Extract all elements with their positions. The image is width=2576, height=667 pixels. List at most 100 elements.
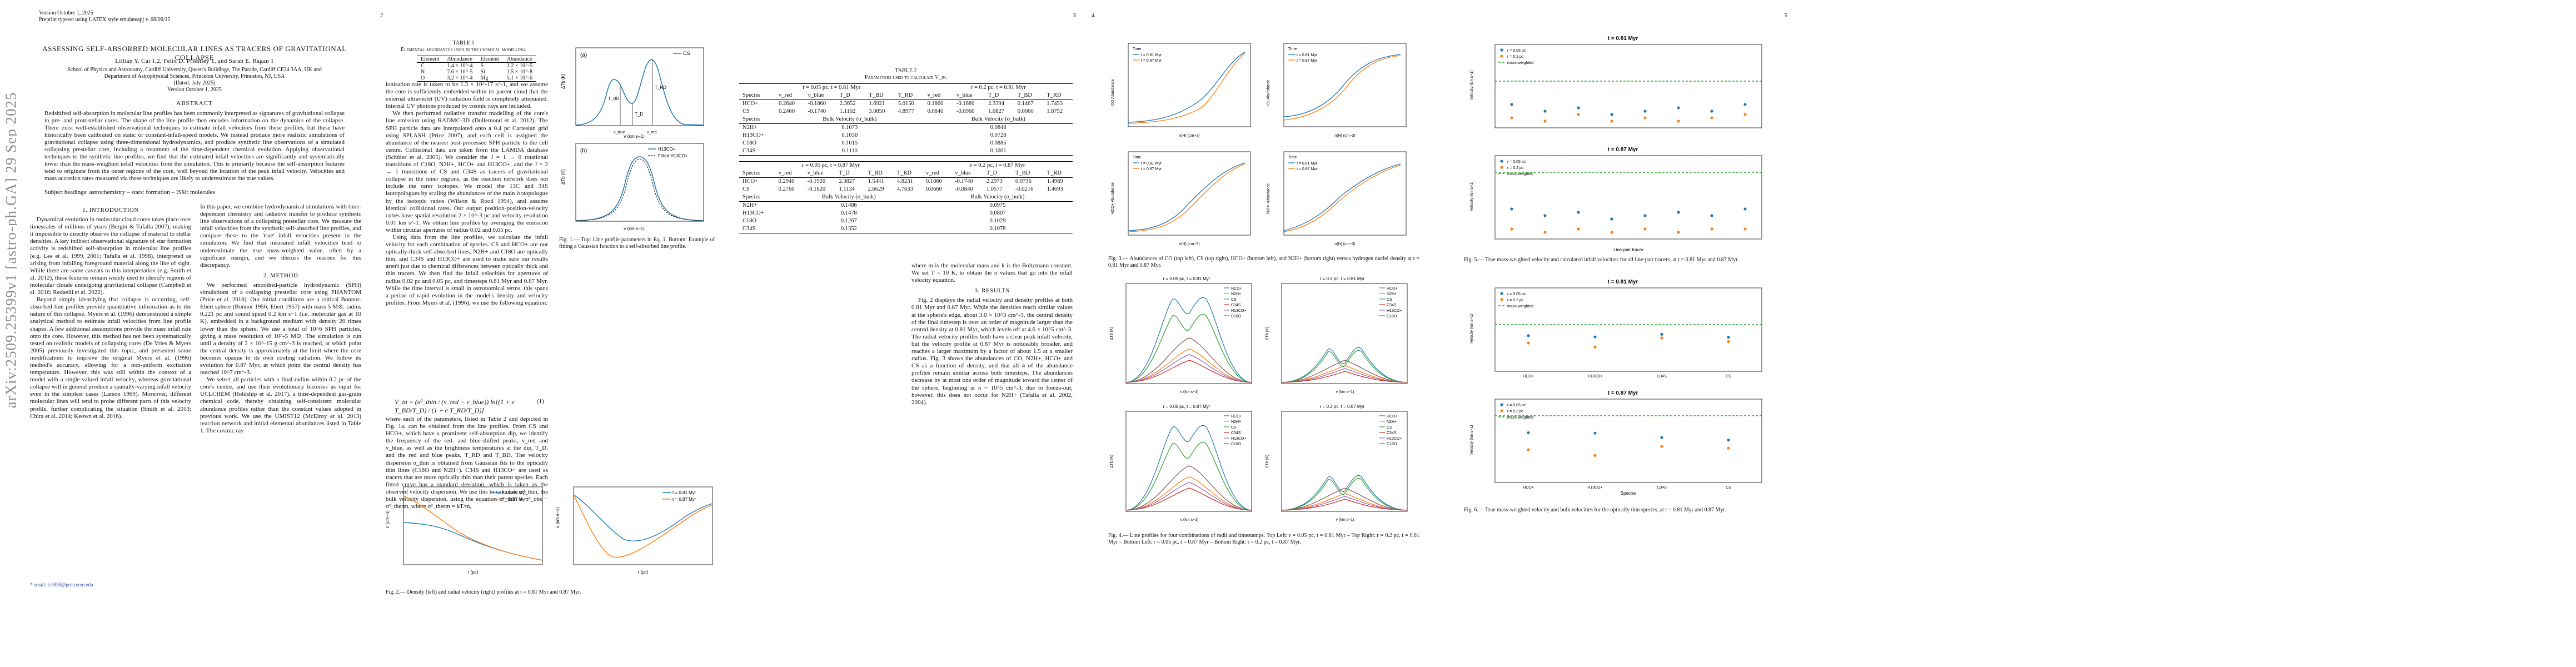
table2-subheading: r = 0.2 pc, t = 0.81 Myr bbox=[970, 84, 1026, 91]
page2-left-column: ionisation rate is taken to be 1.3 × 10^… bbox=[386, 81, 548, 307]
line-profile-curve bbox=[1281, 496, 1408, 511]
header-version: Version October 1, 2025 bbox=[39, 10, 93, 16]
table-cell: 0.2640 bbox=[779, 101, 795, 107]
legend-label: C18O bbox=[1231, 442, 1242, 446]
data-point bbox=[1577, 106, 1580, 109]
data-point bbox=[1510, 227, 1513, 231]
table-cell: 0.0885 bbox=[990, 140, 1007, 146]
equation-1: V_in = (σ²_thin / (v_red − v_blue)) ln[(… bbox=[395, 398, 515, 414]
panel-label: (a) bbox=[580, 52, 587, 58]
column-header: Species bbox=[739, 170, 775, 178]
plot-frame bbox=[573, 486, 713, 565]
data-point bbox=[1743, 113, 1747, 116]
table-cell: 0.0975 bbox=[989, 202, 1006, 208]
data-point bbox=[1660, 445, 1663, 448]
panel-title: r = 0.2 pc, t = 0.81 Myr bbox=[1320, 276, 1365, 281]
body-paragraph: We then performed radiative transfer mod… bbox=[386, 110, 548, 233]
legend-label: t = 0.81 Myr bbox=[1297, 53, 1318, 57]
table-row: H13CO+ 0.1030 0.0728 bbox=[739, 132, 1073, 140]
data-point bbox=[1727, 439, 1730, 442]
table-header: Abundance bbox=[506, 56, 532, 62]
table-row: N 7.6 × 10^-5 Si 1.5 × 10^-8 bbox=[421, 69, 532, 75]
page1-left-column: 1. INTRODUCTION Dynamical evolution in m… bbox=[30, 203, 191, 420]
legend-label: r = 0.2 pc bbox=[1507, 166, 1524, 170]
table-header: Element bbox=[421, 56, 440, 62]
annotation-vred: v_red bbox=[647, 131, 657, 135]
data-point bbox=[1610, 120, 1613, 123]
table-cell: 1.0577 bbox=[986, 186, 1003, 192]
line-profile-curve bbox=[1125, 349, 1252, 383]
legend-swatch bbox=[1500, 298, 1503, 301]
footnote-email[interactable]: * email: lc3838@princeton.edu bbox=[30, 582, 93, 588]
figure-3: Time t = 0.81 Myr t = 0.87 Myr CO Abundance… bbox=[1106, 39, 1417, 256]
legend-label: N2H+ bbox=[1387, 292, 1397, 296]
density-081 bbox=[403, 522, 543, 561]
legend-title: Time bbox=[1133, 156, 1141, 160]
table-cell: 0.1110 bbox=[841, 148, 858, 154]
x-axis-label: r (pc) bbox=[468, 570, 479, 575]
page-number: 4 bbox=[1092, 12, 1095, 19]
legend-label: CS bbox=[1231, 426, 1237, 430]
version-line: Version October 1, 2025 bbox=[167, 87, 222, 93]
legend-swatch bbox=[1500, 409, 1503, 412]
header-typeset: Preprint typeset using LATEX style emula… bbox=[39, 17, 171, 23]
column-header: v_red bbox=[924, 92, 954, 100]
table-cell: 0.2760 bbox=[778, 186, 795, 192]
table-cell: CS bbox=[743, 186, 750, 192]
legend-label: mass-weighted bbox=[1507, 61, 1533, 65]
data-point bbox=[1677, 106, 1680, 109]
data-point bbox=[1610, 231, 1613, 234]
data-point bbox=[1510, 116, 1513, 120]
x-axis-label: v (km s−1) bbox=[1336, 518, 1354, 522]
intro-paragraph: Beyond simply identifying that collapse … bbox=[30, 296, 191, 420]
table-cell: 0.0848 bbox=[990, 125, 1007, 131]
subject-headings: Subject headings: astrochemistry – stars… bbox=[44, 189, 215, 196]
line-profile-curve bbox=[1125, 482, 1252, 511]
table-cell: 0.1030 bbox=[841, 132, 858, 138]
legend-label: H13CO+ bbox=[1231, 309, 1246, 313]
y-axis-label: ΔTb (K) bbox=[1110, 455, 1114, 468]
table-row: H13CO+ 0.1478 0.0807 bbox=[739, 210, 1073, 217]
column-header: T_D bbox=[835, 170, 865, 178]
cs-line-profile bbox=[575, 59, 704, 126]
y-axis-label: N2H+ Abundance bbox=[1267, 183, 1270, 214]
y-axis-label: ΔTb (K) bbox=[561, 169, 566, 185]
plot-frame bbox=[1283, 151, 1407, 236]
legend-label: H13CO+ bbox=[1387, 437, 1402, 441]
table-row: O 3.2 × 10^-4 Mg 5.1 × 10^-6 bbox=[421, 75, 532, 81]
body-paragraph: Using data from the line profiles, we ca… bbox=[386, 233, 548, 306]
table-header: Element bbox=[480, 56, 499, 62]
data-point bbox=[1743, 207, 1747, 211]
table-cell: 0.2940 bbox=[778, 178, 795, 185]
table2: r = 0.05 pc, t = 0.81 Myr r = 0.2 pc, t =… bbox=[739, 83, 1073, 239]
table-cell: 0.0840 bbox=[927, 108, 944, 115]
y-axis-label: Velocity (km s−1) bbox=[1470, 425, 1474, 455]
table-cell: 0.1267 bbox=[840, 218, 857, 224]
line-profile-curve bbox=[1281, 475, 1408, 511]
legend-label: t = 0.81 Myr bbox=[502, 490, 526, 495]
figure-6-caption: Fig. 6.— True mass-weighted velocity and… bbox=[1464, 507, 1726, 513]
page-3: 3 TABLE 2 Parameters used to calculate V… bbox=[728, 0, 1084, 667]
x-axis-label: v (km s−1) bbox=[1180, 518, 1199, 522]
legend-label: mass-weighted bbox=[1507, 172, 1533, 176]
panel-title: t = 0.81 Myr bbox=[1608, 36, 1638, 42]
data-point bbox=[1543, 231, 1547, 234]
legend-label: C18O bbox=[1387, 315, 1397, 318]
method-heading: 2. METHOD bbox=[263, 272, 298, 279]
table-cell: 4.7633 bbox=[896, 186, 913, 192]
table-cell: C18O bbox=[743, 218, 757, 224]
intro-paragraph: Dynamical evolution in molecular cloud c… bbox=[30, 216, 191, 296]
table-cell: 1.1102 bbox=[839, 108, 856, 115]
y-axis-label: Velocity (km s−1) bbox=[1470, 71, 1474, 101]
legend-label: HCO+ bbox=[1387, 415, 1398, 419]
page3-right-column: where m is the molecular mass and k is t… bbox=[911, 262, 1073, 406]
abundance-curve-081 bbox=[1283, 54, 1401, 117]
legend-label: r = 0.05 pc bbox=[1507, 404, 1526, 407]
data-point bbox=[1710, 109, 1713, 113]
tick-label: C34S bbox=[1657, 375, 1667, 379]
column-header: v_blue bbox=[953, 92, 985, 100]
table-cell: 1.4969 bbox=[1047, 178, 1063, 185]
bulk-heading: Bulk Velocity (σ_bulk) bbox=[923, 193, 1073, 202]
